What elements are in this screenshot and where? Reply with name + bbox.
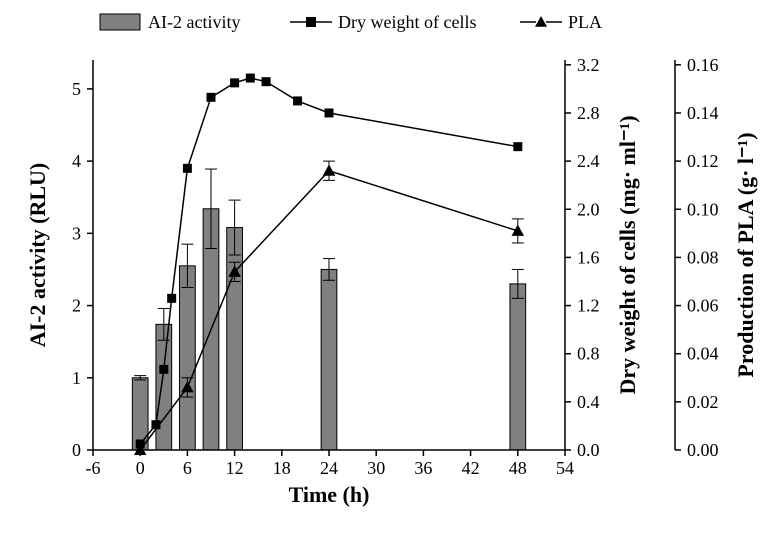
marker-square [325,109,333,117]
bar-ai2 [227,228,243,450]
y2-tick-label: 0.8 [577,344,600,364]
legend-label: PLA [568,12,602,32]
legend-label: AI-2 activity [148,12,240,32]
marker-triangle [324,165,335,175]
marker-square [183,164,191,172]
x-tick-label: 18 [273,458,291,478]
y1-tick-label: 4 [72,151,81,171]
y1-tick-label: 2 [72,296,81,316]
y1-axis-title: AI-2 activity (RLU) [25,163,50,348]
y2-axis-title: Dry weight of cells (mg· ml⁻¹) [615,115,640,394]
x-tick-label: 24 [320,458,338,478]
y3-tick-label: 0.10 [687,199,719,219]
x-tick-label: -6 [86,458,101,478]
x-tick-label: 54 [556,458,574,478]
y2-tick-label: 2.4 [577,151,600,171]
x-tick-label: 30 [367,458,385,478]
bars-ai2 [132,169,525,450]
y2-tick-label: 1.6 [577,247,600,267]
y2-tick-label: 2.0 [577,199,600,219]
bar-ai2 [180,266,196,450]
y3-tick-label: 0.16 [687,55,719,75]
marker-square [231,79,239,87]
bar-ai2 [132,378,148,450]
y3-tick-label: 0.02 [687,392,719,412]
marker-square [160,365,168,373]
y1-tick-label: 5 [72,79,81,99]
y1-tick-label: 3 [72,223,81,243]
y3-tick-label: 0.08 [687,247,719,267]
y3-tick-label: 0.00 [687,440,719,460]
x-tick-label: 42 [462,458,480,478]
x-tick-label: 48 [509,458,527,478]
legend-label: Dry weight of cells [338,12,476,32]
x-tick-label: 6 [183,458,192,478]
y3-axis-title: Production of PLA (g· l⁻¹) [733,132,758,377]
y2-tick-label: 0.4 [577,392,600,412]
x-tick-label: 12 [226,458,244,478]
y3-tick-label: 0.12 [687,151,719,171]
legend: AI-2 activity Dry weight of cells PLA [100,12,602,32]
y2-tick-label: 0.0 [577,440,600,460]
marker-square [168,294,176,302]
y2-tick-label: 2.8 [577,103,600,123]
bar-ai2 [510,284,526,450]
y2-tick-label: 1.2 [577,296,600,316]
chart-figure: -6061218243036424854Time (h)012345AI-2 a… [0,0,774,538]
y3-tick-label: 0.04 [687,344,719,364]
marker-square [246,74,254,82]
x-tick-label: 36 [414,458,432,478]
bar-ai2 [321,269,337,450]
bar-ai2 [156,324,172,450]
marker-square [207,93,215,101]
y1-tick-label: 0 [72,440,81,460]
y1-tick-label: 1 [72,368,81,388]
y3-tick-label: 0.06 [687,296,719,316]
legend-swatch-bar [100,14,140,30]
legend-marker-triangle [535,16,547,27]
marker-square [294,97,302,105]
chart-svg: -6061218243036424854Time (h)012345AI-2 a… [0,0,774,538]
marker-square [514,143,522,151]
x-tick-label: 0 [136,458,145,478]
marker-square [262,78,270,86]
x-axis-title: Time (h) [289,482,370,507]
legend-marker-square [306,17,316,27]
y2-tick-label: 3.2 [577,55,600,75]
y3-tick-label: 0.14 [687,103,719,123]
